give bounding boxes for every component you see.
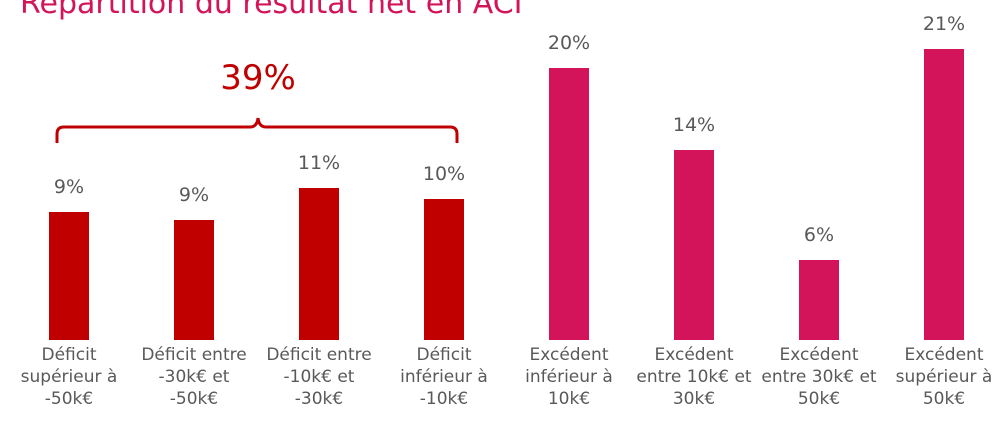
data-label: 6%: [803, 223, 835, 246]
x-tick-label: Excédent entre 10k€ et 30k€: [636, 345, 752, 409]
chart-title: Répartition du résultat net en ACI: [20, 0, 523, 21]
x-tick-label: Déficit inférieur à -10k€: [400, 345, 488, 409]
bar: [924, 48, 964, 340]
bar: [424, 198, 464, 340]
data-label: 10%: [422, 162, 466, 185]
bar: [299, 187, 339, 340]
x-tick-label: Excédent supérieur à 50k€: [895, 345, 993, 409]
bar: [49, 212, 89, 340]
x-tick-label: Excédent inférieur à 10k€: [525, 345, 613, 409]
data-label: 9%: [53, 176, 85, 199]
bar: [799, 259, 839, 340]
data-label: 20%: [547, 32, 591, 54]
data-label: 9%: [178, 184, 210, 207]
x-tick-label: Déficit entre -30k€ et -50k€: [141, 345, 247, 409]
data-label: 11%: [297, 151, 341, 174]
bar: [174, 220, 214, 340]
bracket-path: [55, 117, 459, 143]
bar: [549, 68, 589, 340]
x-tick-label: Déficit entre -10k€ et -30k€: [266, 345, 372, 409]
data-label: 14%: [672, 113, 716, 136]
annotation: 39%: [220, 58, 296, 98]
data-label: 21%: [922, 12, 966, 35]
bar: [674, 149, 714, 340]
x-tick-label: Excédent entre 30k€ et 50k€: [761, 345, 877, 409]
x-tick-label: Déficit supérieur à -50k€: [20, 345, 118, 409]
